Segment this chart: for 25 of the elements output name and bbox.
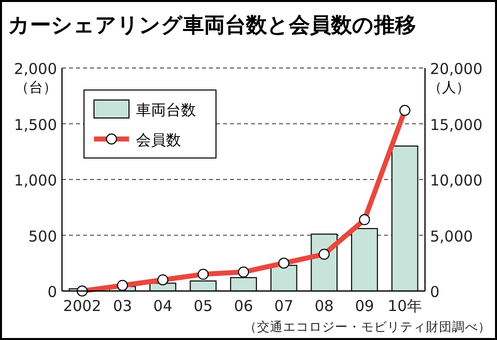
x-tick-label: 04 (153, 297, 172, 315)
y-tick-label: 500 (28, 227, 57, 246)
legend-label: 会員数 (136, 131, 181, 149)
x-tick-label: 06 (234, 297, 254, 315)
x-tick-label: 08 (314, 297, 334, 315)
y-tick-label: 2,000 (14, 60, 57, 78)
y-tick-label: 0 (47, 283, 57, 301)
x-tick-label: 03 (112, 297, 132, 315)
y2-axis-title: （人） (428, 80, 470, 96)
chart-title: カーシェアリング車両台数と会員数の推移 (8, 13, 416, 37)
text: （交通エコロジー・モビリティ財団調べ） (244, 319, 491, 334)
x-tick-label: 05 (194, 297, 213, 315)
y2-tick-label: 20,000 (430, 60, 482, 78)
y2-tick-label: 0 (430, 283, 440, 301)
y2-tick-label: 5,000 (430, 227, 473, 246)
y2-tick-label: 10,000 (430, 172, 482, 190)
x-tick-label: 10年 (388, 297, 422, 315)
y-tick-label: 1,500 (14, 116, 57, 134)
y-axis-title: （台） (15, 80, 57, 96)
y2-tick-label: 15,000 (430, 116, 482, 134)
y-tick-label: 1,000 (14, 172, 57, 190)
x-tick-label: 07 (274, 297, 294, 315)
x-tick-label: 09 (354, 297, 374, 315)
x-tick-label: 2002 (63, 297, 102, 315)
legend-label: 車両台数 (136, 101, 196, 119)
